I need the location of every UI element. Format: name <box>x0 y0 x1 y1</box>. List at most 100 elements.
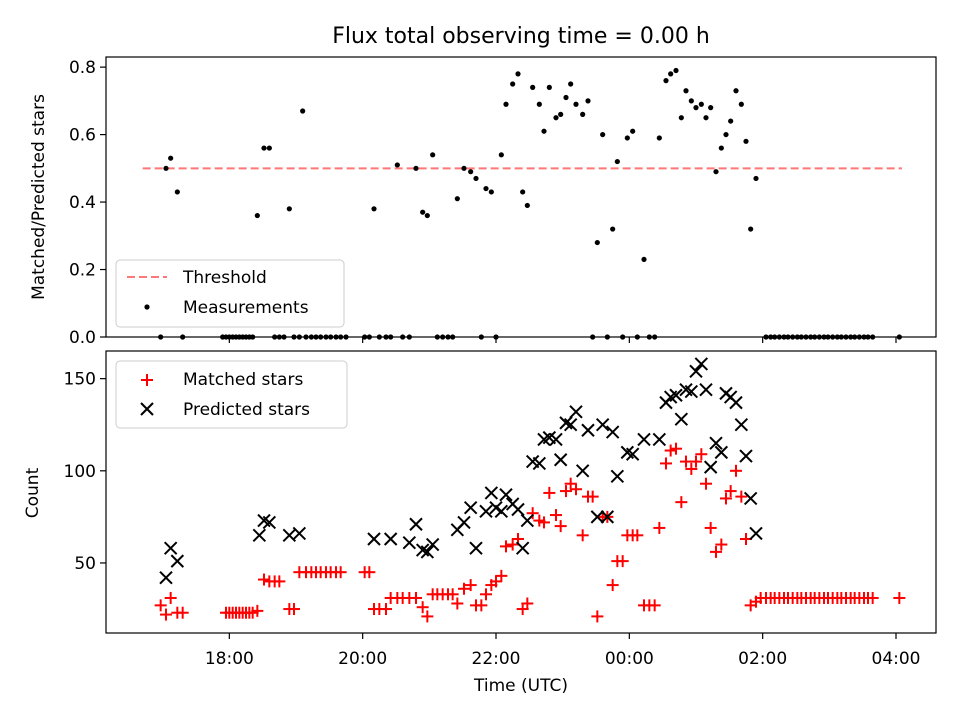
predicted-stars-point <box>170 554 185 568</box>
matched-stars-point <box>251 604 264 617</box>
ratio-panel: 0.00.20.40.60.8 Matched/Predicted stars … <box>29 56 937 348</box>
count-legend: Matched stars Predicted stars <box>115 360 348 429</box>
matched-stars-point <box>720 492 732 505</box>
legend-matched-label: Matched stars <box>183 370 303 390</box>
measurement-point <box>585 98 591 104</box>
matched-stars-point <box>631 529 644 542</box>
measurement-point <box>580 111 586 117</box>
matched-stars-point <box>564 477 577 490</box>
measurement-point <box>610 226 616 232</box>
predicted-stars-point <box>610 469 625 484</box>
measurement-point <box>728 118 734 124</box>
matched-stars-point <box>586 490 599 503</box>
matched-stars-point <box>591 610 604 623</box>
ratio-legend-box <box>115 259 345 328</box>
x-tick-label: 04:00 <box>872 649 921 669</box>
measurement-point <box>254 212 260 219</box>
measurement-point <box>693 105 699 111</box>
matched-stars-point <box>160 608 172 621</box>
matched-stars-point <box>500 540 512 553</box>
count-x-axis: 18:00 20:00 22:00 00:00 02:00 04:00 <box>205 633 921 669</box>
matched-stars-point <box>660 457 672 470</box>
x-tick-label: 20:00 <box>338 649 387 669</box>
measurement-point <box>468 169 474 175</box>
predicted-stars-point <box>499 488 513 502</box>
matched-stars-point <box>554 520 567 533</box>
y-tick-label: 0.6 <box>69 126 96 146</box>
matched-stars-point <box>685 462 698 475</box>
measurement-point <box>703 115 709 121</box>
matched-stars-point <box>550 509 562 522</box>
predicted-stars-point <box>549 432 563 447</box>
predicted-stars-point <box>674 412 689 426</box>
measurement-point <box>163 165 169 171</box>
predicted-stars-point <box>494 504 509 519</box>
predicted-stars-point <box>563 418 578 432</box>
matched-stars-point <box>690 455 702 468</box>
predicted-stars-point <box>652 432 667 447</box>
predicted-stars-point <box>749 526 763 541</box>
predicted-stars-point <box>553 453 568 467</box>
count-y-axis: 50 100 150 <box>64 370 106 574</box>
measurement-point <box>420 209 426 215</box>
measurement-point <box>488 189 494 195</box>
ratio-x-ticks <box>228 337 897 343</box>
predicted-stars-point <box>595 418 610 432</box>
legend-matched-swatch <box>141 374 153 386</box>
measurement-point <box>656 135 662 141</box>
predicted-stars-point <box>600 510 615 524</box>
measurement-point <box>573 101 579 107</box>
y-tick-label: 0.8 <box>69 58 96 78</box>
predicted-stars-point <box>463 500 478 515</box>
y-tick-label: 50 <box>74 554 96 574</box>
measurement-point <box>413 165 419 171</box>
predicted-stars-point <box>469 541 483 555</box>
measurement-point <box>168 155 174 161</box>
measurement-point <box>454 196 460 202</box>
matched-stars-point <box>735 490 748 503</box>
measurement-point <box>624 135 630 141</box>
predicted-stars-point <box>532 456 547 471</box>
measurement-point <box>515 71 521 77</box>
ratio-y-axis: 0.0 0.2 0.4 0.6 0.8 <box>69 58 106 348</box>
predicted-stars-point <box>575 464 590 478</box>
predicted-stars-point <box>559 416 573 430</box>
matched-stars-point <box>475 599 488 612</box>
predicted-stars-point <box>694 357 709 371</box>
measurement-point <box>261 145 267 151</box>
measurement-point <box>641 256 647 263</box>
y-tick-label: 0.0 <box>69 328 96 348</box>
predicted-stars-point <box>420 545 435 559</box>
measurement-point <box>688 98 694 104</box>
x-tick-label: 00:00 <box>605 649 654 669</box>
matched-stars-point <box>495 569 508 582</box>
legend-threshold-label: Threshold <box>182 268 267 288</box>
measurement-point <box>678 115 684 121</box>
measurement-point <box>563 94 569 101</box>
measurement-point <box>630 128 636 134</box>
matched-stars-point <box>675 496 688 509</box>
y-tick-label: 0.4 <box>69 193 96 213</box>
measurement-point <box>424 212 430 219</box>
predicted-stars-point <box>590 510 605 524</box>
predicted-stars-point <box>402 535 417 550</box>
chart-title: Flux total observing time = 0.00 h <box>332 24 710 49</box>
predicted-stars-point <box>699 382 713 397</box>
matched-stars-point <box>664 444 677 457</box>
matched-stars-point <box>490 575 502 588</box>
x-tick-label: 22:00 <box>472 649 521 669</box>
matched-stars-point <box>464 579 477 592</box>
matched-stars-point <box>700 477 712 490</box>
matched-stars-point <box>893 591 906 604</box>
measurement-point <box>668 71 674 77</box>
count-y-axis-label: Count <box>23 467 43 518</box>
measurement-point <box>524 202 530 209</box>
matched-stars-point <box>451 597 464 610</box>
predicted-stars-point <box>262 515 277 530</box>
measurement-point <box>300 108 306 114</box>
predicted-stars-point <box>669 388 683 402</box>
predicted-stars-point <box>425 537 440 552</box>
measurement-point <box>530 84 536 90</box>
